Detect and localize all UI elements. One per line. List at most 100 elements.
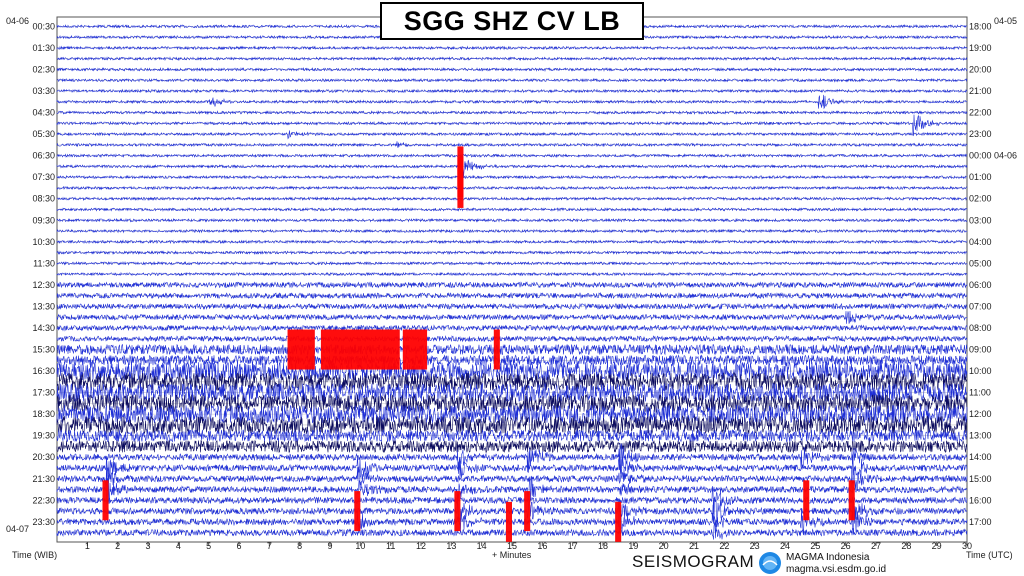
right-top-date: 04-05: [994, 16, 1018, 26]
clipped-segment: [454, 491, 461, 532]
x-tick-label: 23: [750, 541, 760, 551]
trace-line: [56, 404, 968, 424]
left-time-label: 14:30: [32, 323, 55, 333]
trace-line: [56, 228, 968, 234]
trace-line: [56, 324, 968, 332]
clipped-segment: [354, 491, 361, 532]
trace-line: [56, 454, 968, 488]
left-time-label: 17:30: [32, 388, 55, 398]
trace-line: [56, 260, 968, 266]
left-time-label: 18:30: [32, 409, 55, 419]
left-time-label: 12:30: [32, 280, 55, 290]
left-time-label: 09:30: [32, 215, 55, 225]
trace-line: [56, 94, 968, 110]
trace-line: [56, 207, 968, 212]
trace-line: [56, 45, 968, 51]
trace-line: [56, 154, 968, 178]
trace-line: [56, 428, 968, 443]
left-time-label: 16:30: [32, 366, 55, 376]
right-time-label: 16:00: [969, 495, 992, 505]
trace-line: [56, 141, 968, 148]
trace-line: [56, 88, 968, 94]
org-url: magma.vsi.esdm.go.id: [786, 564, 887, 575]
clipped-segment: [102, 480, 109, 521]
right-time-label: 01:00: [969, 172, 992, 182]
x-tick-label: 5: [206, 541, 211, 551]
x-tick-label: 12: [416, 541, 426, 551]
trace-line: [56, 239, 968, 245]
x-tick-label: 29: [932, 541, 942, 551]
left-time-label: 08:30: [32, 194, 55, 204]
x-tick-label: 13: [446, 541, 456, 551]
right-time-label: 21:00: [969, 86, 992, 96]
x-tick-label: 15: [507, 541, 517, 551]
left-time-label: 19:30: [32, 431, 55, 441]
right-time-label: 07:00: [969, 301, 992, 311]
helicorder-grid: [56, 16, 968, 543]
plot-frame: [56, 16, 968, 543]
x-axis-ticks: 1 2 3 4 5 6 7 8 9 10 11 12 13 14 15 16 17 18 19 20 21 22 23 24 2…: [85, 541, 972, 551]
x-tick-label: 16: [537, 541, 547, 551]
clipped-segment: [457, 167, 464, 208]
x-tick-label: 27: [871, 541, 881, 551]
trace-line: [56, 439, 968, 454]
x-tick-label: 2: [115, 541, 120, 551]
x-tick-label: 25: [810, 541, 820, 551]
right-time-label: 18:00: [969, 21, 992, 31]
right-time-label: 00:00 04-06: [969, 151, 1017, 161]
x-tick-label: 11: [386, 541, 395, 551]
left-time-label: 03:30: [32, 86, 55, 96]
trace-line: [56, 476, 968, 505]
trace-line: [56, 56, 968, 62]
x-tick-label: 1: [85, 541, 90, 551]
right-time-labels: 18:00 19:00 20:00 21:00 22:00 23:00 00:00 04-0…: [969, 21, 1017, 526]
trace-line: [56, 310, 968, 324]
x-tick-label: 17: [568, 541, 578, 551]
trace-line: [56, 271, 968, 277]
right-time-label: 08:00: [969, 323, 992, 333]
trace-line: [56, 485, 968, 515]
x-tick-label: 26: [841, 541, 851, 551]
right-time-label: 12:00: [969, 409, 992, 419]
right-time-label: 17:00: [969, 517, 992, 527]
magma-logo-icon: [759, 552, 781, 574]
x-tick-label: 8: [297, 541, 302, 551]
trace-line: [56, 302, 968, 311]
chart-title-box: SGG SHZ CV LB: [380, 2, 644, 40]
trace-line: [56, 174, 968, 180]
right-time-label: 03:00: [969, 215, 992, 225]
left-time-label: 02:30: [32, 64, 55, 74]
left-time-label: 04:30: [32, 108, 55, 118]
x-tick-label: 22: [719, 541, 729, 551]
left-top-date: 04-06: [6, 16, 30, 26]
trace-line: [56, 291, 968, 300]
right-time-label: 22:00: [969, 108, 992, 118]
org-name: MAGMA Indonesia: [786, 552, 870, 563]
trace-line: [56, 414, 968, 435]
trace-line: [56, 343, 968, 356]
x-tick-label: 6: [236, 541, 241, 551]
left-time-label: 22:30: [32, 495, 55, 505]
x-tick-label: 9: [327, 541, 332, 551]
left-time-label: 01:30: [32, 43, 55, 53]
clipped-segment: [524, 491, 531, 532]
x-tick-label: 18: [598, 541, 608, 551]
x-tick-label: 28: [901, 541, 911, 551]
trace-line: [56, 130, 968, 140]
trace-line: [56, 114, 968, 137]
x-tick-label: 21: [689, 541, 699, 551]
clipped-segment: [848, 480, 855, 521]
clipped-segment: [287, 329, 315, 370]
x-tick-label: 4: [176, 541, 181, 551]
clipped-segment: [320, 329, 400, 370]
right-time-label: 06:00: [969, 280, 992, 290]
left-time-label: 10:30: [32, 237, 55, 247]
trace-line: [56, 67, 968, 72]
right-time-label: 15:00: [969, 474, 992, 484]
trace-line: [56, 185, 968, 191]
trace-line: [56, 281, 968, 289]
x-tick-label: 30: [962, 541, 972, 551]
right-time-label: 23:00: [969, 129, 992, 139]
right-time-label: 20:00: [969, 64, 992, 74]
